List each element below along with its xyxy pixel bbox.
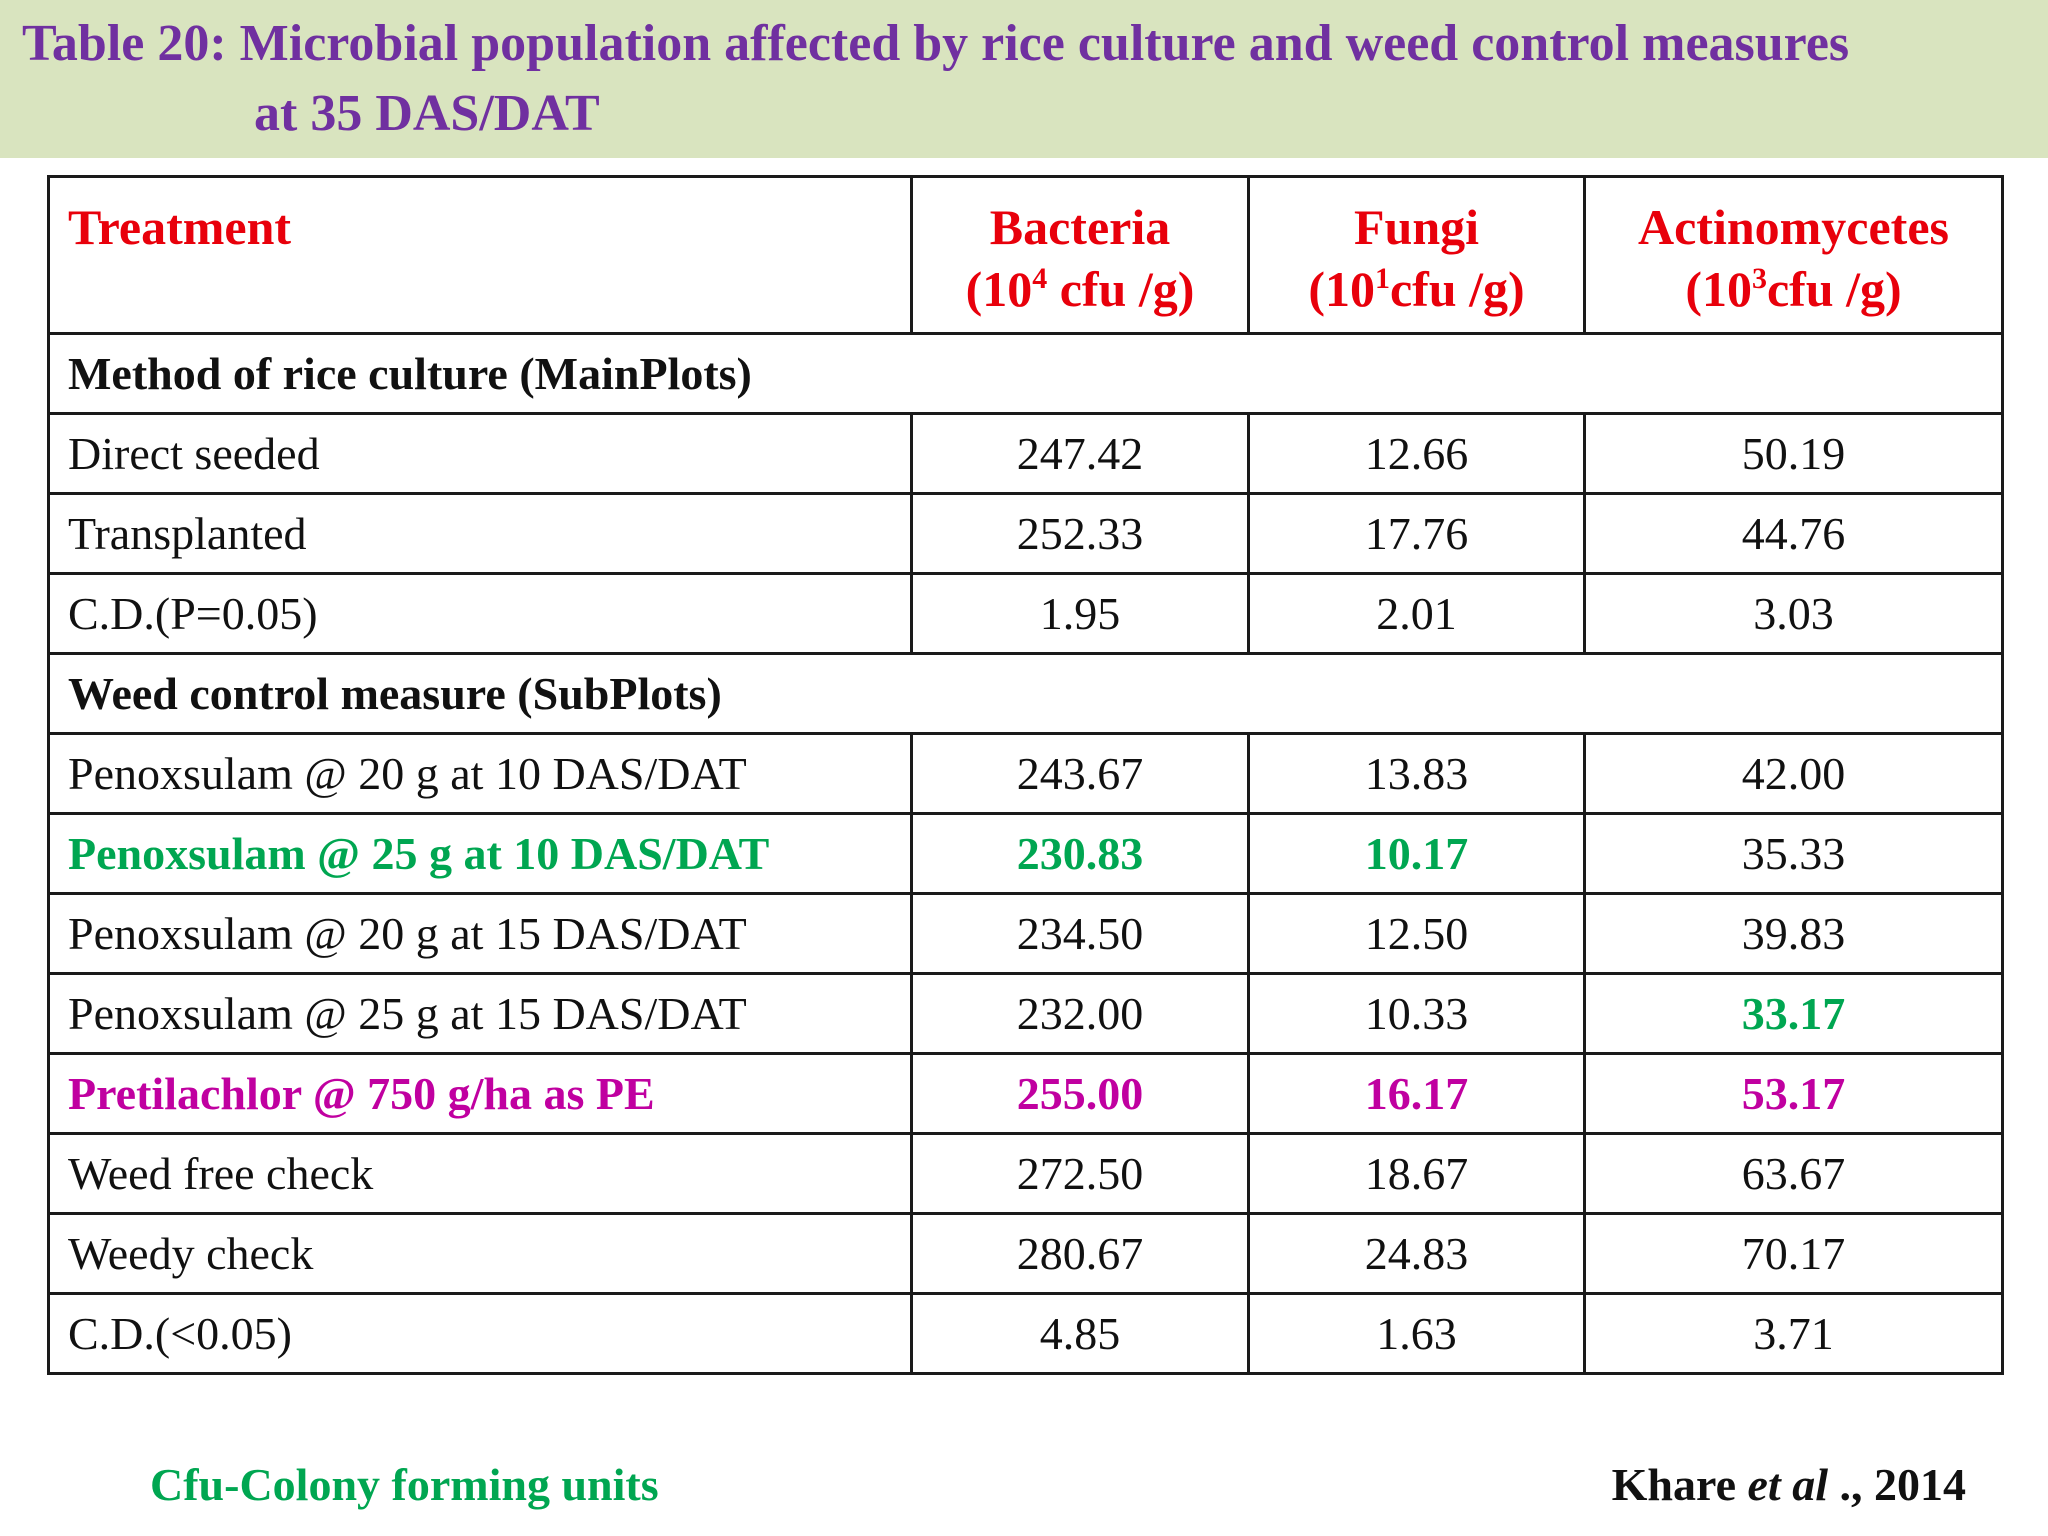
actinomycetes-cell: 3.03 [1583, 572, 2004, 655]
bacteria-cell: 232.00 [910, 972, 1250, 1055]
actinomycetes-cell: 63.67 [1583, 1132, 2004, 1215]
fungi-cell: 13.83 [1247, 732, 1586, 815]
section-row-main-plots: Method of rice culture (MainPlots) [47, 332, 2004, 415]
header-row: Treatment Bacteria (104 cfu /g) Fungi (1… [47, 175, 2004, 335]
actinomycetes-cell: 39.83 [1583, 892, 2004, 975]
fungi-cell: 16.17 [1247, 1052, 1586, 1135]
actinomycetes-cell: 50.19 [1583, 412, 2004, 495]
fungi-cell: 17.76 [1247, 492, 1586, 575]
table-row: Penoxsulam @ 25 g at 15 DAS/DAT 232.00 1… [47, 972, 2004, 1055]
table-row-highlighted: Pretilachlor @ 750 g/ha as PE 255.00 16.… [47, 1052, 2004, 1135]
bacteria-cell: 252.33 [910, 492, 1250, 575]
actinomycetes-cell: 53.17 [1583, 1052, 2004, 1135]
section-label: Method of rice culture (MainPlots) [47, 332, 2004, 415]
treatment-cell: C.D.(<0.05) [47, 1292, 913, 1375]
table-title: Table 20: Microbial population affected … [22, 15, 1850, 72]
table-row: Weedy check 280.67 24.83 70.17 [47, 1212, 2004, 1295]
header-treatment: Treatment [47, 175, 913, 335]
bacteria-cell: 234.50 [910, 892, 1250, 975]
fungi-cell: 1.63 [1247, 1292, 1586, 1375]
title-banner: Table 20: Microbial population affected … [0, 0, 2048, 158]
table-title-continued: at 35 DAS/DAT [254, 85, 600, 142]
bacteria-cell: 4.85 [910, 1292, 1250, 1375]
bacteria-cell: 280.67 [910, 1212, 1250, 1295]
header-actinomycetes: Actinomycetes (103cfu /g) [1583, 175, 2004, 335]
table-row: Penoxsulam @ 20 g at 15 DAS/DAT 234.50 1… [47, 892, 2004, 975]
bacteria-cell: 255.00 [910, 1052, 1250, 1135]
table-row: Direct seeded 247.42 12.66 50.19 [47, 412, 2004, 495]
table-row: C.D.(<0.05) 4.85 1.63 3.71 [47, 1292, 2004, 1375]
fungi-cell: 18.67 [1247, 1132, 1586, 1215]
treatment-cell: Penoxsulam @ 20 g at 10 DAS/DAT [47, 732, 913, 815]
table-row: Weed free check 272.50 18.67 63.67 [47, 1132, 2004, 1215]
fungi-cell: 10.33 [1247, 972, 1586, 1055]
treatment-cell: C.D.(P=0.05) [47, 572, 913, 655]
actinomycetes-cell: 35.33 [1583, 812, 2004, 895]
citation: Khare et al ., 2014 [1611, 1459, 1966, 1510]
table-row: C.D.(P=0.05) 1.95 2.01 3.03 [47, 572, 2004, 655]
treatment-cell: Weed free check [47, 1132, 913, 1215]
bacteria-cell: 243.67 [910, 732, 1250, 815]
actinomycetes-cell: 33.17 [1583, 972, 2004, 1055]
treatment-cell: Penoxsulam @ 25 g at 15 DAS/DAT [47, 972, 913, 1055]
microbial-population-table: Treatment Bacteria (104 cfu /g) Fungi (1… [47, 175, 2004, 1375]
treatment-cell: Penoxsulam @ 25 g at 10 DAS/DAT [47, 812, 913, 895]
bacteria-cell: 230.83 [910, 812, 1250, 895]
table-row: Penoxsulam @ 20 g at 10 DAS/DAT 243.67 1… [47, 732, 2004, 815]
actinomycetes-cell: 44.76 [1583, 492, 2004, 575]
treatment-cell: Direct seeded [47, 412, 913, 495]
actinomycetes-cell: 70.17 [1583, 1212, 2004, 1295]
fungi-cell: 2.01 [1247, 572, 1586, 655]
bacteria-cell: 247.42 [910, 412, 1250, 495]
footnote-cfu: Cfu-Colony forming units [150, 1459, 659, 1510]
fungi-cell: 24.83 [1247, 1212, 1586, 1295]
treatment-cell: Weedy check [47, 1212, 913, 1295]
fungi-cell: 10.17 [1247, 812, 1586, 895]
actinomycetes-cell: 3.71 [1583, 1292, 2004, 1375]
treatment-cell: Pretilachlor @ 750 g/ha as PE [47, 1052, 913, 1135]
treatment-cell: Transplanted [47, 492, 913, 575]
section-label: Weed control measure (SubPlots) [47, 652, 2004, 735]
fungi-cell: 12.66 [1247, 412, 1586, 495]
bacteria-cell: 1.95 [910, 572, 1250, 655]
fungi-cell: 12.50 [1247, 892, 1586, 975]
header-fungi: Fungi (101cfu /g) [1247, 175, 1586, 335]
treatment-cell: Penoxsulam @ 20 g at 15 DAS/DAT [47, 892, 913, 975]
header-bacteria: Bacteria (104 cfu /g) [910, 175, 1250, 335]
section-row-sub-plots: Weed control measure (SubPlots) [47, 652, 2004, 735]
table-row-highlighted: Penoxsulam @ 25 g at 10 DAS/DAT 230.83 1… [47, 812, 2004, 895]
actinomycetes-cell: 42.00 [1583, 732, 2004, 815]
bacteria-cell: 272.50 [910, 1132, 1250, 1215]
table-row: Transplanted 252.33 17.76 44.76 [47, 492, 2004, 575]
